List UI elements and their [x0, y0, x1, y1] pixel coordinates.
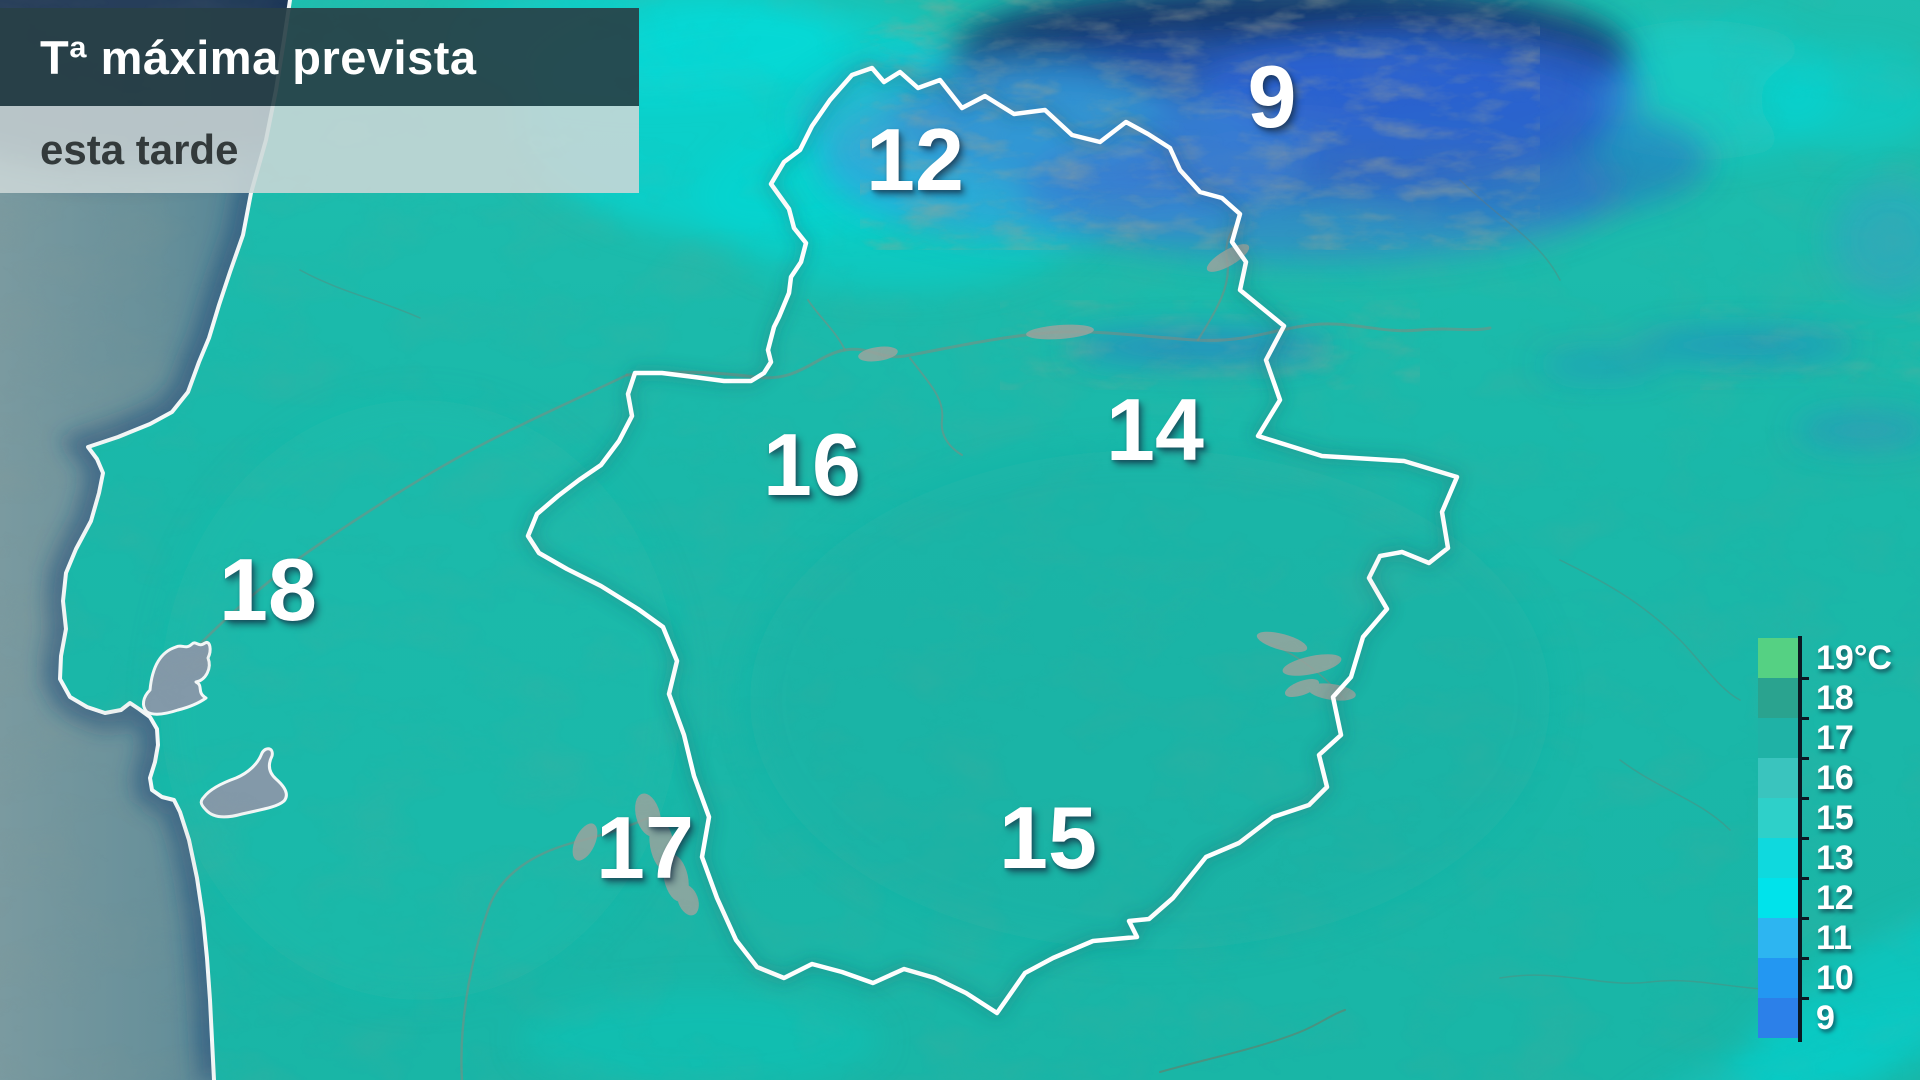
legend-item: 15	[1758, 798, 1918, 838]
map-temp-label: 14	[1106, 380, 1204, 479]
page-title: Tª máxima prevista	[40, 30, 477, 84]
legend-value-label: 17	[1816, 718, 1854, 757]
legend-item: 17	[1758, 718, 1918, 758]
temperature-legend: 19°C 18 17 16 15 13 12 11	[1758, 636, 1918, 1042]
legend-item: 16	[1758, 758, 1918, 798]
legend-axis-line	[1798, 636, 1802, 1042]
legend-color-swatch	[1758, 718, 1798, 758]
legend-color-swatch	[1758, 758, 1798, 798]
map-temp-label: 15	[999, 788, 1097, 887]
title-band: Tª máxima prevista	[0, 8, 639, 106]
legend-value-label: 12	[1816, 878, 1854, 917]
legend-color-swatch	[1758, 678, 1798, 718]
map-temp-label: 12	[866, 110, 964, 209]
legend-tick	[1802, 877, 1809, 880]
legend-value-label: 11	[1816, 918, 1852, 957]
legend-value-label: 19°C	[1816, 638, 1892, 677]
map-temp-label: 17	[596, 798, 694, 897]
legend-color-swatch	[1758, 638, 1798, 678]
legend-color-swatch	[1758, 798, 1798, 838]
legend-tick	[1802, 917, 1809, 920]
title-box: Tª máxima prevista esta tarde	[0, 8, 639, 193]
map-temp-label: 16	[763, 415, 861, 514]
legend-value-label: 9	[1816, 998, 1835, 1037]
legend-tick	[1802, 717, 1809, 720]
legend-value-label: 10	[1816, 958, 1854, 997]
legend-value-label: 15	[1816, 798, 1854, 837]
legend-color-swatch	[1758, 918, 1798, 958]
legend-color-swatch	[1758, 838, 1798, 878]
map-temp-label: 9	[1247, 47, 1297, 146]
legend-color-swatch	[1758, 878, 1798, 918]
legend-item: 19°C	[1758, 638, 1918, 678]
legend-tick	[1802, 837, 1809, 840]
legend-item: 11	[1758, 918, 1918, 958]
legend-item: 18	[1758, 678, 1918, 718]
legend-tick	[1802, 957, 1809, 960]
legend-tick	[1802, 757, 1809, 760]
legend-item: 10	[1758, 958, 1918, 998]
legend-item: 9	[1758, 998, 1918, 1038]
legend-tick	[1802, 677, 1809, 680]
legend-value-label: 13	[1816, 838, 1854, 877]
subtitle-band: esta tarde	[0, 106, 639, 193]
legend-value-label: 18	[1816, 678, 1854, 717]
legend-value-label: 16	[1816, 758, 1854, 797]
map-temp-label: 18	[219, 540, 317, 639]
legend-color-swatch	[1758, 958, 1798, 998]
legend-tick	[1802, 797, 1809, 800]
page-subtitle: esta tarde	[40, 125, 239, 173]
legend-item: 13	[1758, 838, 1918, 878]
legend-tick	[1802, 997, 1809, 1000]
legend-color-swatch	[1758, 998, 1798, 1038]
legend-item: 12	[1758, 878, 1918, 918]
